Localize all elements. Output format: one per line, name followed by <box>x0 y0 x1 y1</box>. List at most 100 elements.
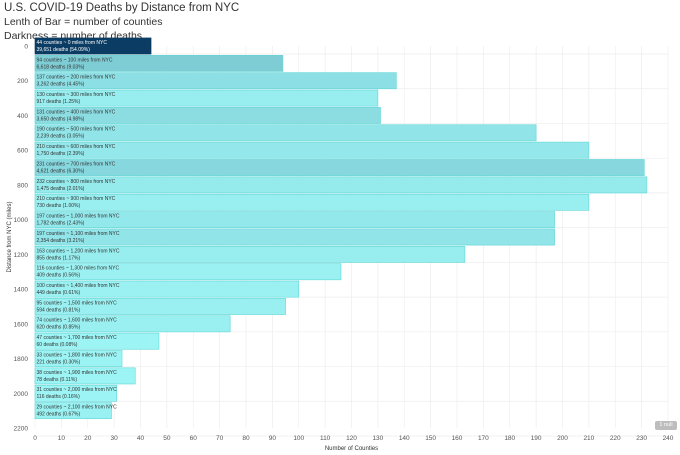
y-tick-label: 400 <box>17 113 28 120</box>
chart-title: U.S. COVID-19 Deaths by Distance from NY… <box>4 2 240 14</box>
bar-label-deaths: 221 deaths (0.30%) <box>37 359 81 365</box>
bar-1300 <box>34 263 342 281</box>
bar-label-counties: 33 counties ~ 1,800 miles from NYC <box>37 352 118 358</box>
y-tick-label: 2200 <box>14 426 29 433</box>
x-tick-label: 50 <box>163 435 171 442</box>
bar-900 <box>34 193 590 211</box>
bar-label-counties: 197 counties ~ 1,000 miles from NYC <box>37 214 120 220</box>
bar-1700 <box>34 332 160 350</box>
bar-1500 <box>34 298 286 315</box>
bar-label-counties: 232 counties ~ 800 miles from NYC <box>37 179 116 185</box>
bar-label-counties: 44 counties ~ 0 miles from NYC <box>37 40 108 46</box>
x-tick-label: 90 <box>269 435 277 442</box>
bar-label-counties: 190 counties ~ 500 miles from NYC <box>37 127 116 133</box>
bar-label-counties: 100 counties ~ 1,400 miles from NYC <box>37 283 120 289</box>
bar-label-counties: 95 counties ~ 1,500 miles from NYC <box>37 300 118 306</box>
bar-1800 <box>34 350 123 367</box>
y-tick-label: 1400 <box>14 287 29 294</box>
bar-label-deaths: 6,618 deaths (9.03%) <box>37 64 85 70</box>
bar-1400 <box>34 280 300 298</box>
x-axis-ticks: 0 10 20 30 40 50 60 70 80 90 100 110 120 130 140 150 160… <box>33 435 674 442</box>
bar-label-counties: 131 counties ~ 400 miles from NYC <box>37 109 116 115</box>
y-tick-label: 0 <box>24 44 28 51</box>
bar-2000 <box>34 384 118 402</box>
bar-label-deaths: 2,354 deaths (3.21%) <box>37 238 85 244</box>
bar-label-deaths: 409 deaths (0.56%) <box>37 273 81 279</box>
chart-subtitle-bar-length: Lenth of Bar = number of counties <box>4 16 163 28</box>
x-tick-label: 190 <box>531 435 542 442</box>
y-tick-label: 200 <box>17 78 28 85</box>
x-tick-label: 220 <box>610 435 621 442</box>
bar-label-deaths: 1,750 deaths (2.39%) <box>37 151 85 157</box>
bar-1000 <box>34 211 555 229</box>
x-tick-label: 170 <box>478 435 489 442</box>
bar-label-deaths: 2,239 deaths (3.05%) <box>37 134 85 140</box>
bar-label-deaths: 594 deaths (0.81%) <box>37 307 81 313</box>
x-tick-label: 140 <box>399 435 410 442</box>
bar-300 <box>34 89 379 107</box>
y-tick-label: 800 <box>17 182 28 189</box>
y-tick-label: 1600 <box>14 321 29 328</box>
x-tick-label: 130 <box>372 435 383 442</box>
bar-400 <box>34 107 381 124</box>
bar-label-deaths: 4,621 deaths (6.30%) <box>37 168 85 174</box>
bar-label-counties: 130 counties ~ 300 miles from NYC <box>37 92 116 98</box>
bar-label-counties: 29 counties ~ 2,100 miles from NYC <box>37 405 118 411</box>
bar-label-counties: 47 counties ~ 1,700 miles from NYC <box>37 335 118 341</box>
x-tick-label: 160 <box>452 435 463 442</box>
bar-label-deaths: 855 deaths (1.17%) <box>37 255 81 261</box>
x-tick-label: 20 <box>84 435 92 442</box>
x-tick-label: 0 <box>33 435 37 442</box>
x-tick-label: 80 <box>242 435 250 442</box>
bar-label-deaths: 1,475 deaths (2.01%) <box>37 186 85 192</box>
x-tick-label: 100 <box>293 435 304 442</box>
bar-label-deaths: 39,651 deaths (54.09%) <box>37 47 91 53</box>
bar-1200 <box>34 245 466 263</box>
bar-800 <box>34 176 648 194</box>
bar-label-deaths: 1,782 deaths (2.43%) <box>37 221 85 227</box>
bar-label-counties: 210 counties ~ 900 miles from NYC <box>37 196 116 202</box>
bar-label-deaths: 449 deaths (0.61%) <box>37 290 81 296</box>
bar-label-counties: 163 counties ~ 1,200 miles from NYC <box>37 248 120 254</box>
x-tick-label: 240 <box>663 435 674 442</box>
y-tick-label: 1200 <box>14 252 29 259</box>
chart-bars <box>34 37 648 420</box>
bar-label-counties: 210 counties ~ 600 miles from NYC <box>37 144 116 150</box>
bar-label-counties: 116 counties ~ 1,300 miles from NYC <box>37 266 120 272</box>
bar-label-deaths: 3,650 deaths (4.98%) <box>37 116 85 122</box>
x-tick-label: 230 <box>636 435 647 442</box>
bar-label-deaths: 3,262 deaths (4.45%) <box>37 82 85 88</box>
bar-1100 <box>34 228 555 246</box>
y-tick-label: 1800 <box>14 356 29 363</box>
null-indicator-badge[interactable]: 1 null <box>655 421 677 430</box>
bar-700 <box>34 159 645 176</box>
bar-label-counties: 197 counties ~ 1,100 miles from NYC <box>37 231 120 237</box>
x-tick-label: 150 <box>425 435 436 442</box>
bar-label-deaths: 917 deaths (1.25%) <box>37 99 81 105</box>
x-tick-label: 60 <box>190 435 198 442</box>
bar-label-counties: 137 counties ~ 200 miles from NYC <box>37 75 116 81</box>
bar-200 <box>34 72 397 90</box>
x-tick-label: 210 <box>583 435 594 442</box>
bar-label-counties: 231 counties ~ 700 miles from NYC <box>37 161 116 167</box>
x-tick-label: 30 <box>111 435 119 442</box>
bar-label-deaths: 116 deaths (0.16%) <box>37 394 81 400</box>
y-axis-label: Distance from NYC (miles) <box>7 201 13 272</box>
bar-label-counties: 74 counties ~ 1,600 miles from NYC <box>37 318 118 324</box>
y-tick-label: 600 <box>17 148 28 155</box>
bar-500 <box>34 124 537 142</box>
bar-label-counties: 31 counties ~ 2,000 miles from NYC <box>37 387 118 393</box>
x-tick-label: 200 <box>557 435 568 442</box>
bar-600 <box>34 141 590 159</box>
bar-100 <box>34 54 284 72</box>
bar-0 <box>34 37 152 55</box>
x-axis-label: Number of Counties <box>325 446 378 452</box>
y-tick-label: 2000 <box>14 391 29 398</box>
x-tick-label: 70 <box>216 435 224 442</box>
y-tick-label: 1000 <box>14 217 29 224</box>
bar-label-deaths: 60 deaths (0.08%) <box>37 342 78 348</box>
bar-1900 <box>34 367 136 385</box>
x-tick-label: 10 <box>58 435 66 442</box>
